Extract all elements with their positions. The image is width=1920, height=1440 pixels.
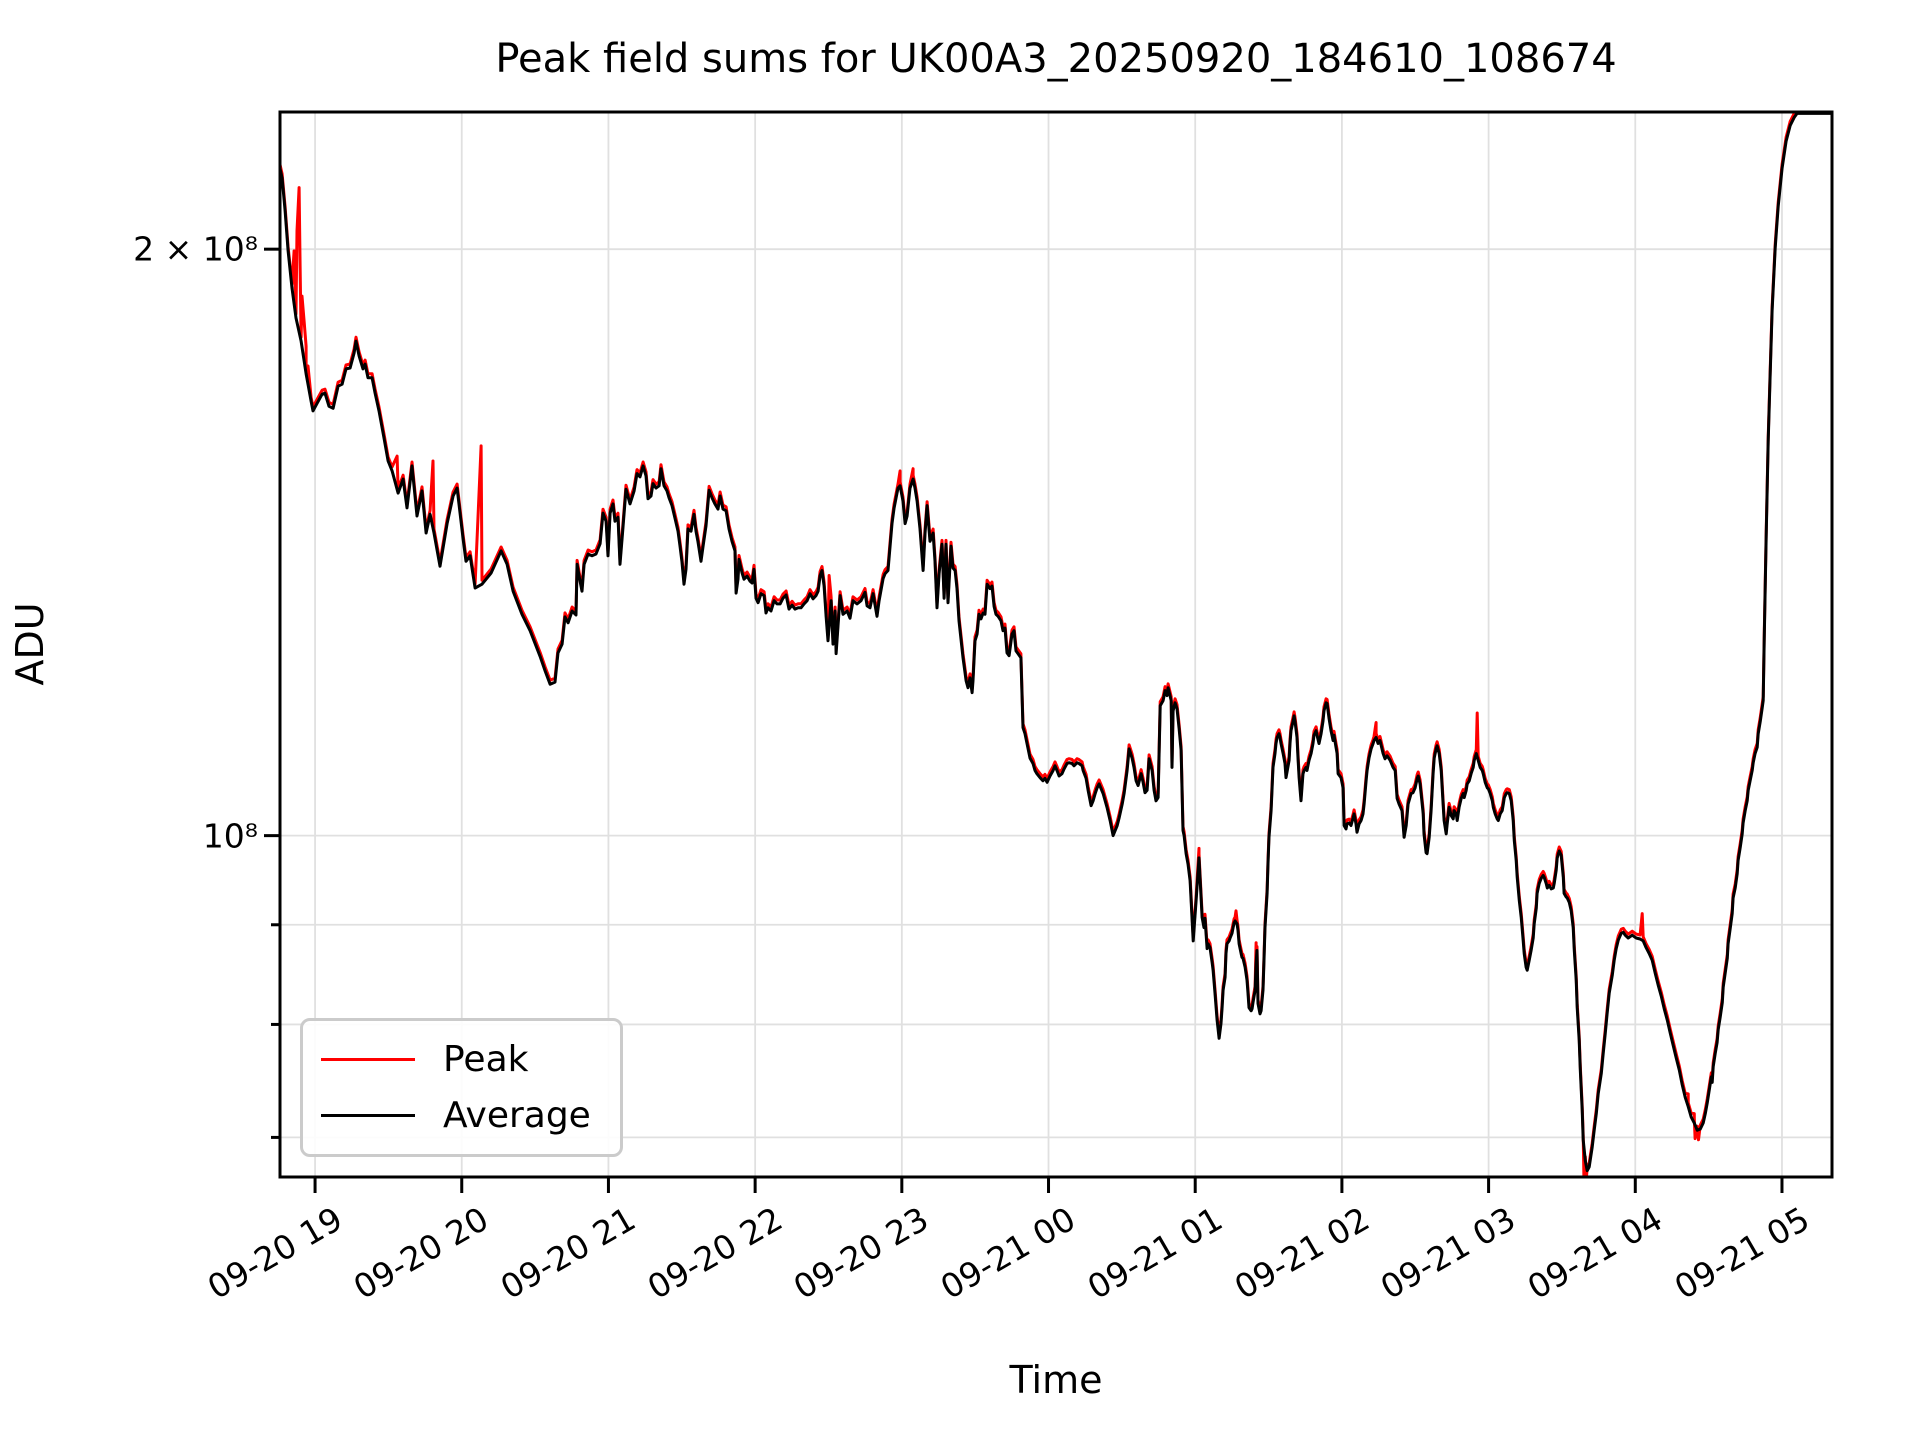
chart-title: Peak field sums for UK00A3_20250920_1846… [495,36,1617,82]
peak-line-swatch [321,1057,415,1061]
legend: Peak Average [300,1018,623,1157]
tick-marks [264,247,1784,1193]
x-axis-label: Time [1009,1358,1103,1402]
legend-entry-peak: Peak [321,1039,602,1080]
y-tick-label: 2 × 10⁸ [133,229,258,269]
average-line [280,112,1832,1173]
axes-box [278,110,1834,1179]
legend-label-peak: Peak [443,1038,529,1080]
y-tick-label: 10⁸ [202,816,258,856]
gridlines [280,112,1832,1177]
average-line-swatch [321,1114,415,1118]
legend-label-average: Average [443,1095,591,1137]
legend-entry-average: Average [321,1095,602,1136]
